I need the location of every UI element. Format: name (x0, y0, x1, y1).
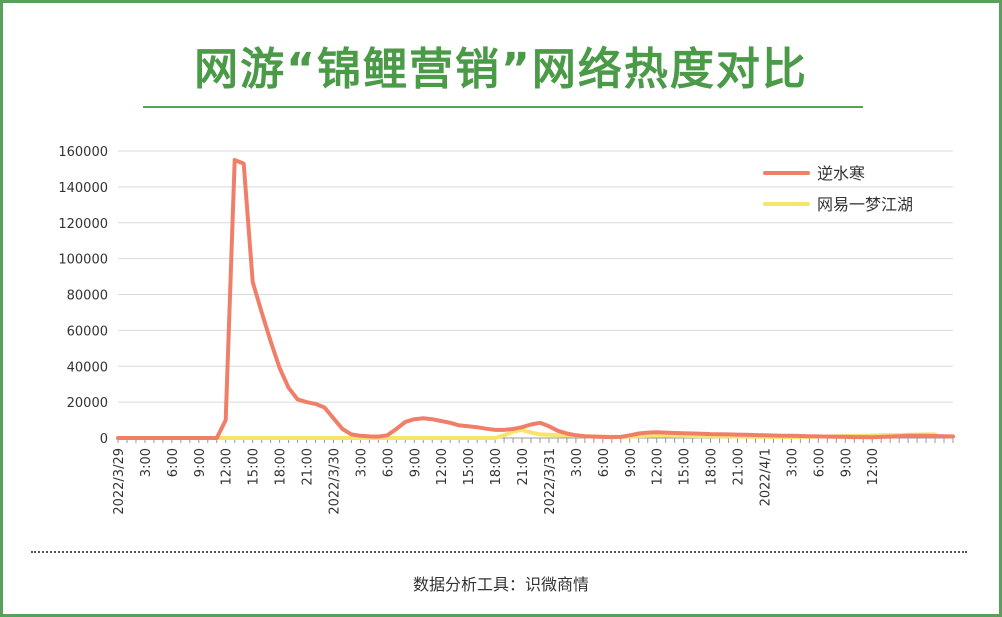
x-tick-label: 18:00 (705, 448, 720, 485)
x-tick-label: 18:00 (274, 448, 289, 485)
y-tick-label: 20000 (67, 396, 108, 411)
x-tick-label: 9:00 (193, 448, 208, 477)
x-tick-label: 12:00 (435, 448, 450, 485)
y-tick-label: 140000 (58, 181, 108, 196)
x-tick-label: 2022/3/31 (543, 448, 558, 515)
source-note: 数据分析工具：识微商情 (412, 575, 589, 594)
x-tick-label: 12:00 (866, 448, 881, 485)
x-tick-label: 2022/3/30 (327, 448, 342, 515)
x-tick-label: 9:00 (624, 448, 639, 477)
x-tick-label: 12:00 (220, 448, 235, 485)
y-tick-label: 40000 (67, 360, 108, 375)
x-tick-label: 6:00 (166, 448, 181, 477)
x-tick-label: 18:00 (489, 448, 504, 485)
y-tick-label: 0 (100, 432, 108, 447)
x-tick-label: 6:00 (597, 448, 612, 477)
x-tick-label: 3:00 (785, 448, 800, 477)
line-chart: 0 20000 40000 60000 80000 100000 120000 140000 1… (58, 145, 955, 515)
x-tick-label: 3:00 (139, 448, 154, 477)
x-tick-label: 3:00 (570, 448, 585, 477)
x-tick-label: 15:00 (678, 448, 693, 485)
series-line-1 (116, 158, 955, 440)
y-tick-label: 160000 (58, 145, 108, 160)
y-tick-label: 120000 (58, 217, 108, 232)
x-tick-label: 15:00 (462, 448, 477, 485)
x-tick-label: 21:00 (732, 448, 747, 485)
x-tick-label: 12:00 (651, 448, 666, 485)
x-tick-label: 2022/4/1 (758, 448, 773, 506)
chart-title: 网游“锦鲤营销”网络热度对比 (194, 44, 808, 95)
x-tick-label: 21:00 (516, 448, 531, 485)
x-tick-label: 21:00 (301, 448, 316, 485)
y-tick-label: 80000 (67, 289, 108, 304)
x-tick-label: 9:00 (408, 448, 423, 477)
y-tick-label: 60000 (67, 324, 108, 339)
title-underline (143, 106, 863, 108)
footer-divider (31, 551, 967, 553)
x-tick-label: 3:00 (354, 448, 369, 477)
y-tick-label: 100000 (58, 253, 108, 268)
x-tick-label: 2022/3/29 (112, 448, 127, 515)
legend-label-2: 网易一梦江湖 (817, 195, 913, 214)
x-tick-label: 9:00 (839, 448, 854, 477)
x-tick-label: 15:00 (247, 448, 262, 485)
legend-label-1: 逆水寒 (817, 164, 865, 183)
x-tick-label: 6:00 (381, 448, 396, 477)
x-tick-label: 6:00 (812, 448, 827, 477)
